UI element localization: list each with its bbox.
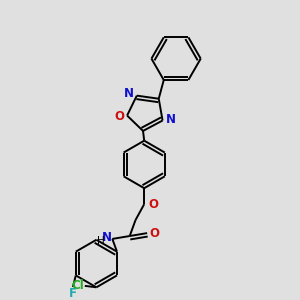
Text: O: O xyxy=(114,110,124,124)
Text: N: N xyxy=(124,87,134,100)
Text: F: F xyxy=(69,287,77,300)
Text: Cl: Cl xyxy=(71,279,84,292)
Text: H: H xyxy=(98,236,105,246)
Text: O: O xyxy=(149,226,159,240)
Text: N: N xyxy=(101,231,112,244)
Text: O: O xyxy=(148,198,158,211)
Text: N: N xyxy=(166,112,176,126)
